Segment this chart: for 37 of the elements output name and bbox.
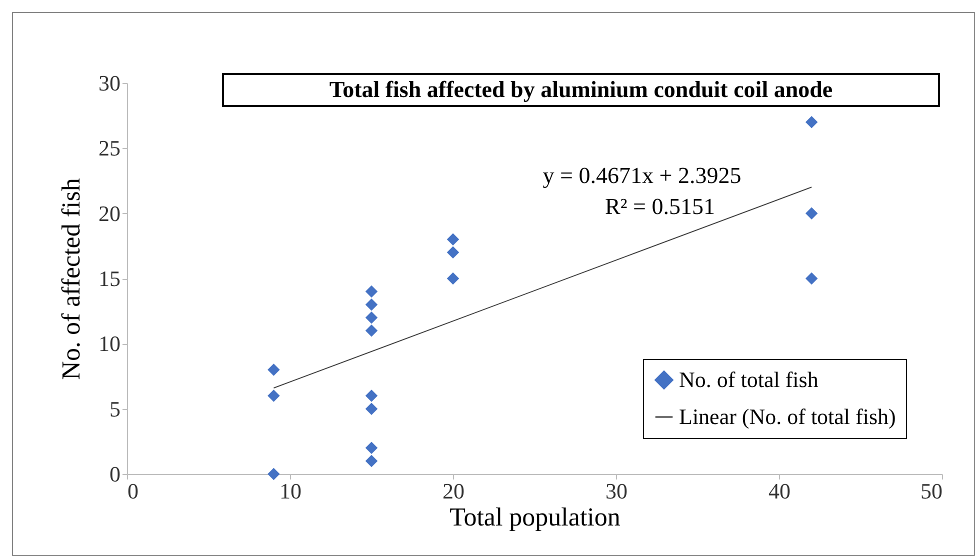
point [805,272,818,285]
chart-title: Total fish affected by aluminium conduit coil anode [222,73,940,107]
y-tick-label: 25 [98,136,120,161]
point [365,454,378,468]
x-tick-label: 20 [442,478,464,504]
y-tick-label: 0 [110,462,120,486]
y-tick-label: 15 [98,266,120,291]
point [268,468,280,480]
point [365,298,378,311]
y-tick-label: 10 [98,331,120,356]
point [365,390,378,402]
y-axis-title: No. of affected fish [56,178,86,380]
point [268,364,280,376]
y-tick-label: 5 [110,396,120,422]
point [805,207,818,220]
point [365,311,378,324]
point [446,233,460,246]
point [365,402,378,415]
legend-label: No. of total fish [679,367,818,392]
point [446,272,460,285]
annotation: y = 0.4671x + 2.3925 [542,163,742,188]
y-tick-label: 20 [98,200,120,226]
point [365,324,378,337]
legend-label: Linear (No. of total fish) [679,404,896,429]
point [268,390,280,402]
x-tick-label: 0 [128,478,138,504]
point [365,285,378,298]
point [805,116,818,128]
x-tick-label: 30 [606,478,628,504]
point [365,442,378,454]
annotation: R² = 0.5151 [605,194,715,219]
y-tick-label: 30 [98,70,120,96]
x-tick-label: 10 [280,478,302,504]
point [446,246,460,259]
x-tick-label: 40 [768,478,790,504]
x-tick-label: 50 [920,478,942,504]
x-axis-title: Total population [450,502,620,532]
